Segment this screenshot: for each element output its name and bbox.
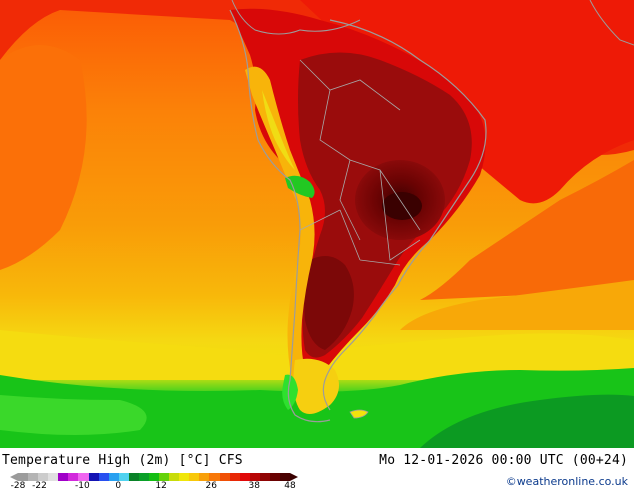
altiplano-green	[285, 175, 315, 198]
andes-cool-strip	[245, 66, 315, 382]
legend-swatch	[88, 473, 99, 481]
atlantic-orange	[420, 160, 634, 300]
patagonia-green	[282, 374, 298, 410]
coastline-west	[229, 9, 331, 423]
legend-tick-label: 38	[248, 481, 260, 491]
legend-swatch	[108, 473, 119, 481]
legend-swatch	[68, 473, 79, 481]
legend-swatch	[28, 473, 39, 481]
legend-swatch	[239, 473, 250, 481]
legend-color-bar	[18, 473, 291, 481]
legend-tick-label: 12	[155, 481, 167, 491]
legend-swatch	[280, 473, 291, 481]
legend-swatch	[219, 473, 230, 481]
credit-link[interactable]: ©weatheronline.co.uk	[505, 475, 628, 488]
legend-tick-label: -22	[32, 481, 47, 491]
legend-tick-label: 48	[284, 481, 296, 491]
legend-swatch	[259, 473, 270, 481]
orange-west	[0, 45, 87, 270]
valid-time: Mo 12-01-2026 00:00 UTC (00+24)	[379, 453, 628, 468]
south-dark-green	[420, 394, 634, 448]
legend-swatch	[128, 473, 139, 481]
legend-swatch	[48, 473, 59, 481]
legend-swatch	[209, 473, 220, 481]
legend-swatch	[118, 473, 129, 481]
legend-swatch	[38, 473, 49, 481]
country-borders	[299, 59, 421, 266]
legend-swatch	[199, 473, 210, 481]
legend-tick-label: 26	[205, 481, 217, 491]
legend-swatch	[229, 473, 240, 481]
legend-tick-label: -10	[75, 481, 90, 491]
legend-tick-label: -28	[10, 481, 26, 491]
legend-swatch	[249, 473, 260, 481]
legend-swatch	[159, 473, 170, 481]
map-title: Temperature High (2m) [°C] CFS	[2, 453, 243, 468]
color-legend: -28 -22 -10 0 12 26 38 48	[10, 472, 298, 491]
legend-swatch	[269, 473, 281, 481]
caribbean-coast	[231, 0, 634, 46]
legend-swatch	[18, 473, 29, 481]
legend-swatch	[189, 473, 200, 481]
legend-max-arrow	[290, 473, 298, 481]
legend-swatch	[149, 473, 160, 481]
map-footer: Temperature High (2m) [°C] CFS Mo 12-01-…	[0, 448, 634, 491]
legend-tick-label: 0	[115, 481, 122, 491]
legend-swatch	[169, 473, 180, 481]
legend-swatch	[98, 473, 109, 481]
legend-swatch	[179, 473, 190, 481]
legend-swatch	[78, 473, 89, 481]
heat-core-center	[382, 192, 422, 220]
argentina-hot	[304, 256, 354, 350]
coastline-east	[322, 19, 487, 411]
atlantic-yellow-orange	[400, 280, 634, 330]
falklands	[349, 409, 369, 419]
legend-swatch	[58, 473, 69, 481]
legend-swatch	[138, 473, 150, 481]
legend-min-arrow	[10, 473, 18, 481]
temperature-map	[0, 0, 634, 448]
south-lime-west	[0, 395, 147, 435]
